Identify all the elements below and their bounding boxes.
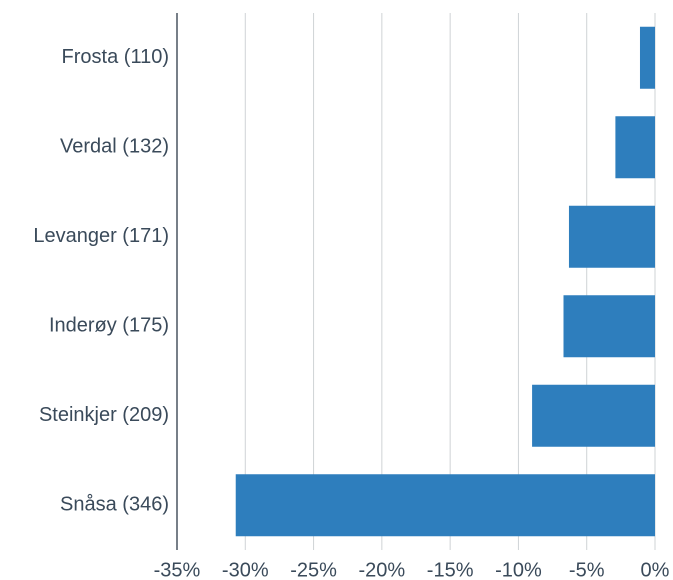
y-tick-label: Inderøy (175) [49, 315, 169, 337]
y-tick-label: Verdal (132) [60, 136, 169, 158]
y-tick-label: Levanger (171) [33, 225, 169, 247]
y-tick-label: Steinkjer (209) [39, 404, 169, 426]
bar [532, 384, 655, 447]
x-tick-label: 0% [641, 559, 670, 580]
bar [568, 205, 655, 268]
x-tick-label: -10% [495, 559, 542, 580]
x-tick-label: -15% [427, 559, 474, 580]
x-tick-label: -30% [222, 559, 269, 580]
x-tick-label: -35% [154, 559, 201, 580]
y-tick-label: Frosta (110) [62, 46, 169, 68]
bar [563, 295, 655, 358]
x-tick-label: -20% [359, 559, 406, 580]
x-tick-label: -5% [569, 559, 605, 580]
x-tick-label: -25% [290, 559, 337, 580]
y-tick-label: Snåsa (346) [60, 494, 169, 516]
bar [639, 26, 655, 89]
bar [235, 474, 655, 537]
bar [615, 116, 655, 179]
